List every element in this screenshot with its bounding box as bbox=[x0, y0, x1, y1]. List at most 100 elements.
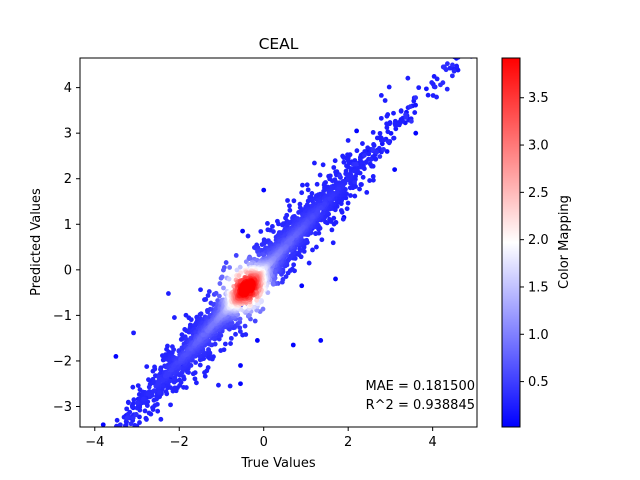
scatter-point bbox=[367, 161, 373, 167]
scatter-point bbox=[285, 257, 291, 263]
scatter-point bbox=[177, 377, 183, 383]
scatter-point bbox=[127, 434, 132, 439]
scatter-point bbox=[238, 363, 243, 368]
scatter-point bbox=[88, 465, 93, 470]
scatter-point bbox=[106, 445, 111, 450]
scatter-point bbox=[176, 348, 182, 354]
chart-title: CEAL bbox=[259, 35, 299, 53]
scatter-point bbox=[353, 161, 359, 167]
scatter-point bbox=[287, 203, 292, 209]
scatter-point bbox=[216, 293, 222, 299]
scatter-point bbox=[288, 253, 294, 259]
scatter-point bbox=[244, 285, 250, 291]
scatter-point bbox=[151, 397, 157, 403]
scatter-point bbox=[445, 61, 450, 67]
scatter-point bbox=[384, 125, 390, 130]
scatter-point bbox=[131, 397, 137, 403]
scatter-point bbox=[451, 68, 457, 74]
colorbar-tick-label: 1.5 bbox=[528, 280, 549, 295]
scatter-point bbox=[202, 370, 207, 375]
scatter-point bbox=[92, 450, 97, 455]
scatter-point bbox=[203, 296, 209, 302]
x-tick-label: −2 bbox=[170, 435, 189, 450]
scatter-point bbox=[252, 318, 258, 324]
scatter-point bbox=[130, 415, 136, 421]
colorbar-tick-label: 0.5 bbox=[528, 375, 549, 390]
scatter-point bbox=[357, 161, 363, 167]
scatter-point bbox=[192, 376, 198, 382]
scatter-point bbox=[158, 416, 164, 422]
y-axis-label: Predicted Values bbox=[29, 188, 44, 296]
scatter-point bbox=[348, 180, 353, 186]
scatter-point bbox=[317, 172, 323, 178]
scatter-point bbox=[454, 63, 459, 69]
colorbar-tick-label: 2.5 bbox=[528, 186, 549, 201]
scatter-point bbox=[87, 467, 92, 472]
scatter-point bbox=[188, 317, 194, 323]
scatter-point bbox=[318, 205, 324, 211]
scatter-point bbox=[382, 98, 388, 103]
scatter-point bbox=[89, 458, 94, 463]
scatter-point bbox=[81, 458, 86, 463]
scatter-point bbox=[100, 422, 106, 427]
scatter-point bbox=[463, 49, 468, 54]
scatter-point bbox=[260, 306, 266, 312]
scatter-point bbox=[101, 464, 106, 469]
scatter-point bbox=[283, 274, 289, 279]
scatter-point bbox=[86, 463, 91, 468]
scatter-point bbox=[348, 193, 353, 198]
scatter-point bbox=[287, 238, 293, 243]
scatter-point bbox=[438, 82, 443, 88]
x-axis-ticks: −4 −2 0 2 4 bbox=[85, 427, 437, 450]
scatter-point bbox=[162, 373, 168, 379]
colorbar-tick-label: 2.0 bbox=[528, 233, 549, 248]
scatter-point bbox=[370, 130, 376, 135]
scatter-point bbox=[258, 229, 264, 234]
scatter-point bbox=[331, 165, 337, 170]
scatter-point bbox=[447, 65, 453, 71]
scatter-point bbox=[368, 157, 373, 163]
x-axis-label: True Values bbox=[240, 456, 315, 471]
colorbar-label: Color Mapping bbox=[557, 195, 572, 289]
scatter-point bbox=[310, 214, 316, 220]
scatter-point bbox=[237, 264, 243, 270]
scatter-point bbox=[242, 304, 248, 310]
scatter-point bbox=[354, 148, 360, 154]
scatter-point bbox=[472, 39, 477, 44]
scatter-point bbox=[98, 452, 103, 457]
scatter-point bbox=[151, 379, 157, 385]
scatter-point bbox=[222, 341, 228, 347]
scatter-point bbox=[146, 410, 152, 416]
x-tick-label: 0 bbox=[260, 435, 268, 450]
scatter-point bbox=[108, 437, 113, 442]
scatter-point bbox=[181, 384, 186, 390]
scatter-point bbox=[434, 76, 440, 82]
scatter-point bbox=[297, 201, 303, 207]
y-tick-label: 1 bbox=[64, 218, 72, 233]
colorbar-tick-label: 3.5 bbox=[528, 91, 549, 106]
scatter-point bbox=[327, 217, 332, 222]
scatter-point bbox=[151, 388, 157, 394]
scatter-point bbox=[358, 182, 364, 187]
scatter-point bbox=[83, 459, 88, 464]
y-tick-label: 0 bbox=[64, 263, 72, 278]
scatter-point bbox=[146, 384, 152, 390]
scatter-point bbox=[142, 408, 148, 414]
scatter-point bbox=[345, 200, 351, 206]
scatter-point bbox=[130, 384, 136, 390]
scatter-point bbox=[126, 400, 131, 406]
scatter-point bbox=[463, 51, 468, 56]
scatter-point bbox=[425, 92, 431, 98]
scatter-point bbox=[469, 39, 474, 44]
scatter-point bbox=[360, 174, 366, 180]
scatter-point bbox=[332, 158, 338, 164]
scatter-point bbox=[145, 391, 151, 397]
scatter-point bbox=[306, 260, 312, 266]
scatter-point bbox=[122, 436, 127, 441]
scatter-point bbox=[198, 311, 204, 317]
scatter-point bbox=[370, 174, 376, 179]
scatter-point bbox=[205, 293, 211, 298]
scatter-point bbox=[440, 64, 446, 70]
scatter-point bbox=[218, 348, 224, 353]
